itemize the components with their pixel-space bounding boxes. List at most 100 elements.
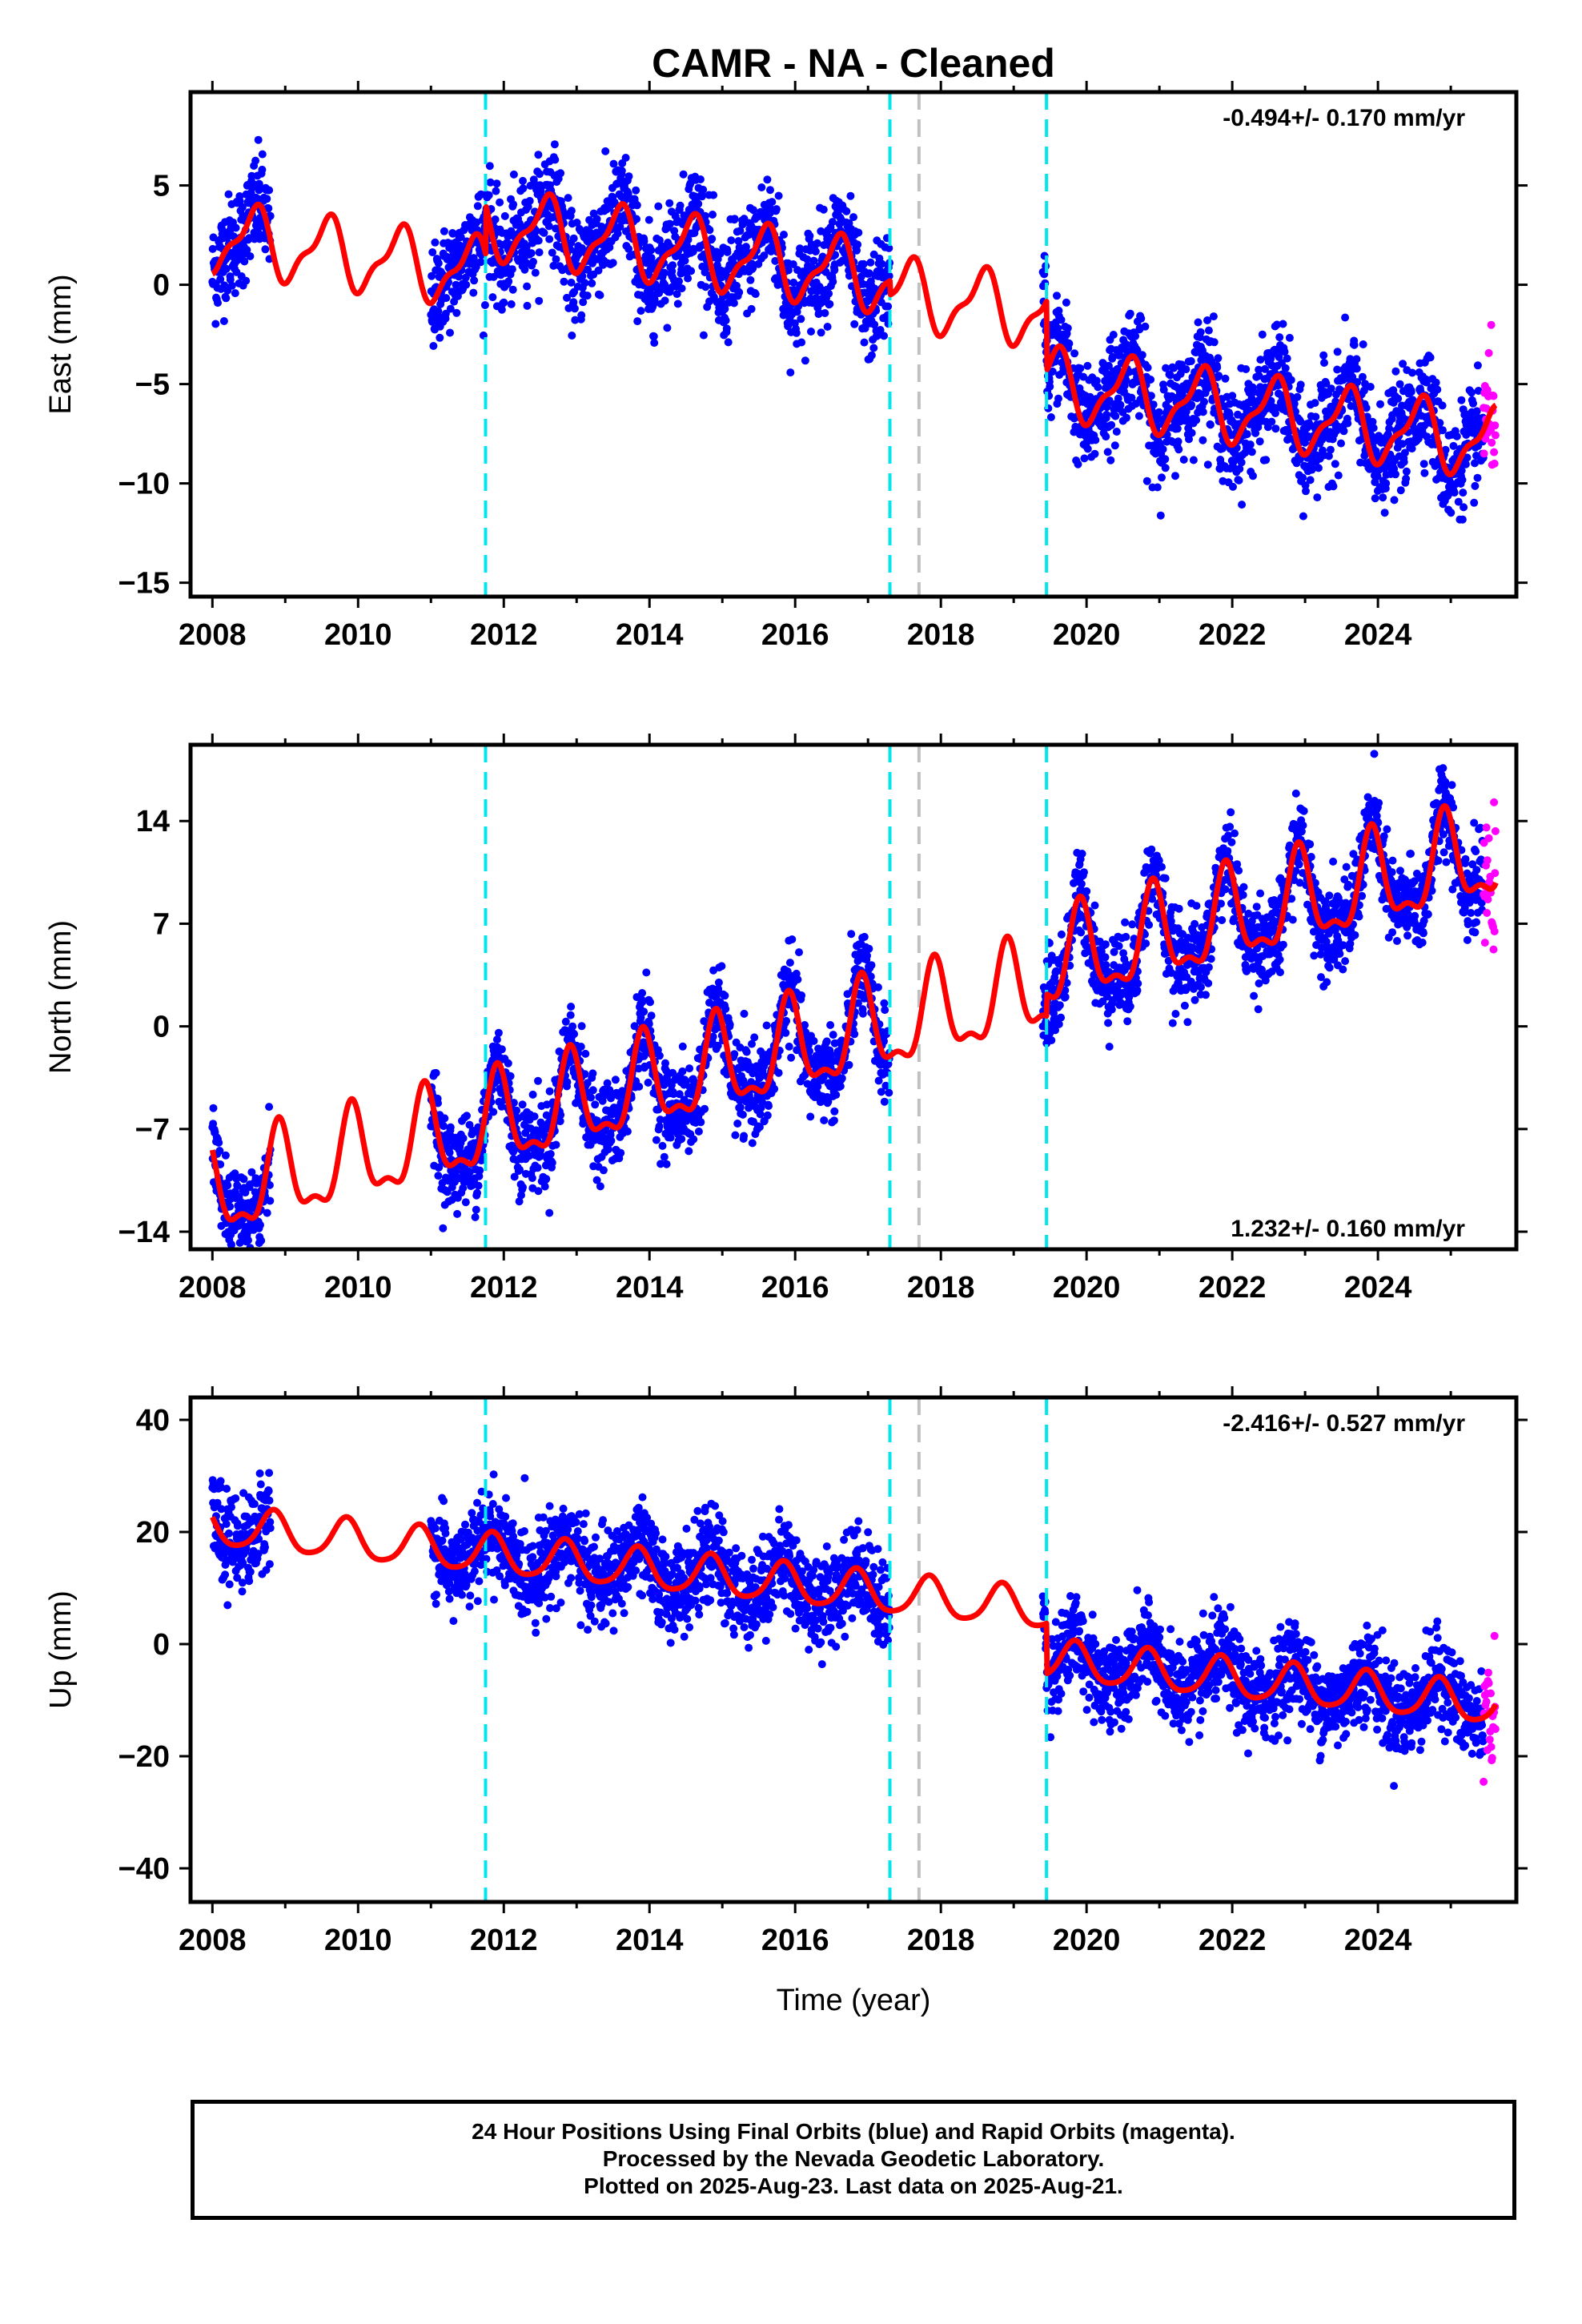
east-point [749,206,757,215]
east-point [584,265,592,274]
east-point [716,249,725,258]
east-x-tick-label: 2018 [907,618,975,652]
north-point [230,1256,238,1265]
north-point [863,951,871,960]
east-point [588,279,596,287]
east-point [1343,419,1352,428]
east-point [214,299,222,308]
east-x-tick-label: 2022 [1199,618,1267,652]
east-point [867,351,876,360]
east-point [1283,354,1291,363]
north-point [533,1164,542,1172]
north-point [519,1183,527,1192]
east-point [709,211,717,219]
north-point [717,962,726,971]
east-point [486,178,495,187]
east-point [1214,354,1223,363]
east-point [534,151,543,159]
east-point [1382,479,1391,488]
north-point [607,1136,616,1145]
east-point [492,179,501,188]
east-point [246,252,255,260]
east-point [1159,385,1168,394]
north-point [694,1127,703,1136]
east-point [1331,460,1339,468]
east-point [224,190,233,199]
north-panel: 2008 2010 2012 2014 2016 2018 2020 2022 20241470… [44,734,1528,1305]
east-point [846,191,855,200]
north-point [701,1104,709,1113]
east-point [1242,365,1251,373]
east-point [1470,498,1479,507]
east-point [428,271,436,280]
east-point [705,226,714,235]
north-point [788,935,797,943]
east-point [1296,380,1305,389]
east-point [717,273,726,282]
east-point [814,308,823,317]
north-point [587,1093,595,1102]
east-point [1062,298,1070,307]
east-point [1339,427,1348,436]
east-point [1391,367,1400,376]
east-point [429,342,438,350]
east-point [523,282,532,291]
east-point [866,258,875,267]
east-point [1186,357,1195,365]
east-point [749,264,757,272]
east-x-tick-label: 2010 [324,618,392,652]
north-point [793,975,802,984]
north-point [542,1175,551,1184]
east-point [1192,416,1201,424]
east-x-tick-label: 2016 [761,618,829,652]
east-point [1158,445,1167,453]
east-point [734,237,743,245]
east-point [525,196,534,205]
north-point [678,1067,687,1076]
east-point [1287,376,1295,384]
east-point [730,215,739,223]
east-point [1199,408,1207,416]
east-point [216,275,225,283]
east-point [1166,371,1174,380]
north-point [603,1079,612,1088]
east-point [1293,392,1302,401]
east-point [219,317,228,325]
east-point [536,170,544,179]
north-point [1077,928,1086,937]
east-point [258,150,267,159]
east-point [1438,401,1447,410]
east-point [803,255,812,263]
east-point [1142,476,1151,485]
east-point [684,235,693,244]
east-point [1459,489,1468,497]
east-point [699,185,708,194]
north-point [1080,868,1088,877]
east-point [809,256,818,265]
east-point [655,236,664,244]
east-point [436,333,444,342]
north-point [472,1205,480,1214]
east-point [251,156,260,165]
east-point [235,197,244,206]
north-point [647,1011,656,1020]
north-point [787,1053,796,1062]
east-point [544,222,553,231]
east-point [699,331,708,340]
east-point [488,293,497,302]
north-point [566,1011,575,1019]
east-point [578,271,587,280]
east-point [1380,509,1389,517]
east-point [1420,468,1429,477]
north-point [1104,1019,1113,1027]
east-point [431,238,440,247]
north-point [661,1059,669,1068]
north-point [546,1150,555,1158]
north-point [461,1198,470,1207]
east-point [1054,394,1062,403]
east-point [1065,340,1074,348]
east-point [1235,476,1243,485]
east-point [1173,424,1182,433]
east-point [605,243,614,251]
east-point [673,290,681,299]
